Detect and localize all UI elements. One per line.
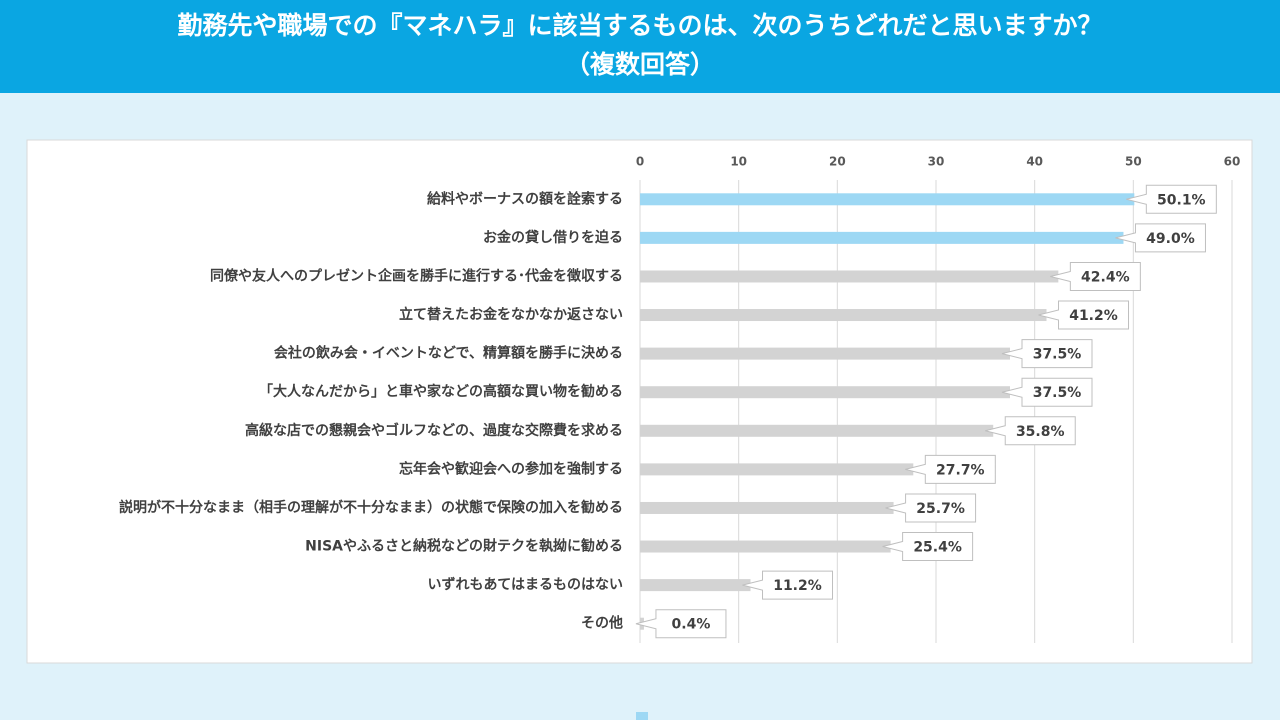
callout-box xyxy=(1001,339,1093,369)
x-tick-label: 50 xyxy=(1125,155,1142,169)
bar xyxy=(640,347,1010,360)
value-label: 41.2% xyxy=(1069,308,1118,324)
callout-box xyxy=(882,532,974,562)
callout-box xyxy=(1115,223,1206,253)
bar xyxy=(640,386,1010,399)
callout-box xyxy=(1038,300,1130,330)
value-label: 37.5% xyxy=(1033,347,1082,363)
callout-box xyxy=(985,416,1076,446)
bar xyxy=(640,270,1059,283)
value-label: 49.0% xyxy=(1146,231,1195,247)
y-tick-label: 立て替えたお金をなかなか返さない xyxy=(399,306,623,323)
y-tick-label: NISAやふるさと納税などの財テクを執拗に勧める xyxy=(305,538,623,555)
value-label: 25.7% xyxy=(916,501,965,517)
bar xyxy=(640,579,751,592)
bar xyxy=(640,424,994,437)
chart-subtitle: （複数回答） xyxy=(565,50,715,79)
bar xyxy=(640,501,894,514)
callout-box xyxy=(635,609,727,639)
bar xyxy=(640,193,1135,206)
value-label: 25.4% xyxy=(913,540,962,556)
value-label: 11.2% xyxy=(773,578,822,594)
y-tick-label: 同僚や友人へのプレゼント企画を勝手に進行する･代金を徴収する xyxy=(210,267,623,284)
header-bar xyxy=(0,0,1280,93)
y-tick-label: 説明が不十分なまま（相手の理解が不十分なまま）の状態で保険の加入を勧める xyxy=(119,499,623,516)
y-tick-label: いずれもあてはまるものはない xyxy=(428,576,623,593)
value-label: 27.7% xyxy=(936,462,985,478)
value-label: 35.8% xyxy=(1016,424,1065,440)
callout-box xyxy=(1050,261,1141,291)
callout-box xyxy=(1126,184,1217,214)
value-label: 50.1% xyxy=(1157,192,1206,208)
y-tick-label: 給料やボーナスの額を詮索する xyxy=(427,190,623,207)
x-tick-label: 30 xyxy=(928,155,945,169)
value-label: 0.4% xyxy=(672,617,711,633)
y-tick-label: お金の貸し借りを迫る xyxy=(483,229,623,246)
chart-title: 勤務先や職場での『マネハラ』に該当するものは、次のうちどれだと思いますか？ xyxy=(177,11,1102,40)
bar xyxy=(640,463,914,476)
y-tick-label: 高級な店での懇親会やゴルフなどの、過度な交際費を求める xyxy=(245,422,623,439)
callout-box xyxy=(742,570,834,600)
decoration xyxy=(636,712,648,720)
y-tick-label: 「大人なんだから」と車や家などの高額な買い物を勧める xyxy=(259,383,623,400)
value-label: 37.5% xyxy=(1033,385,1082,401)
x-tick-label: 20 xyxy=(829,155,846,169)
x-tick-label: 60 xyxy=(1224,155,1241,169)
x-tick-label: 10 xyxy=(730,155,747,169)
y-tick-label: 忘年会や歓迎会への参加を強制する xyxy=(399,460,623,477)
bar xyxy=(640,309,1047,322)
value-label: 42.4% xyxy=(1081,269,1130,285)
bar xyxy=(640,231,1124,244)
y-tick-label: 会社の飲み会・イベントなどで、精算額を勝手に決める xyxy=(274,345,623,362)
bar xyxy=(640,540,891,553)
x-tick-label: 0 xyxy=(636,155,644,169)
y-tick-label: その他 xyxy=(581,615,623,632)
callout-box xyxy=(885,493,977,523)
callout-box xyxy=(905,454,996,484)
callout-box xyxy=(1001,377,1093,407)
x-tick-label: 40 xyxy=(1026,155,1043,169)
